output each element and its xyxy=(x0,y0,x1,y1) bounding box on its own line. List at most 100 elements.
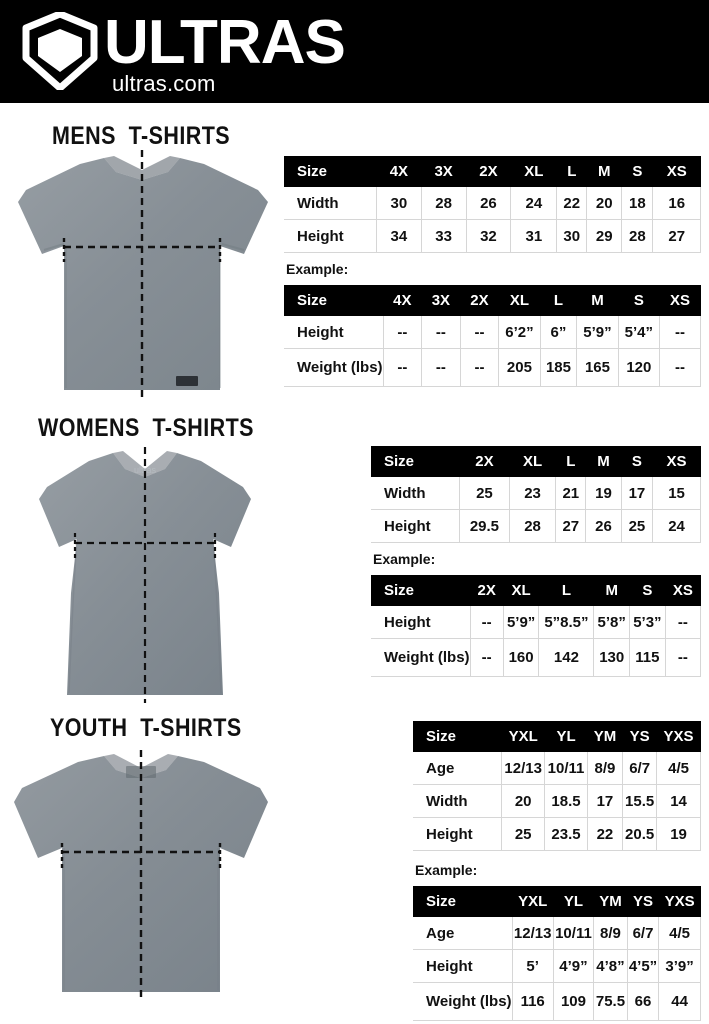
section-title-womens: WOMENS T-SHIRTS xyxy=(38,414,254,442)
cell: 5”8.5” xyxy=(538,605,595,639)
col-header: Size xyxy=(413,721,502,752)
row-label: Width xyxy=(413,784,502,818)
cell: 24 xyxy=(652,509,701,543)
table-row: Width 25 23 21 19 17 15 xyxy=(371,476,701,510)
row-label: Age xyxy=(413,916,513,950)
col-header: S xyxy=(621,156,654,187)
col-header: 2X xyxy=(469,575,504,606)
table-header-row: Size 2X XL L M S XS xyxy=(371,446,701,477)
cell: 17 xyxy=(620,476,654,510)
col-header: 2X xyxy=(459,446,510,477)
cell: 120 xyxy=(617,348,661,387)
col-header: M xyxy=(576,285,619,316)
col-header: YM xyxy=(586,721,624,752)
cell: 15 xyxy=(652,476,701,510)
cell: 109 xyxy=(552,982,595,1021)
row-label: Weight (lbs) xyxy=(413,982,513,1021)
col-header: Size xyxy=(284,156,377,187)
col-header: Size xyxy=(371,446,460,477)
col-header: YL xyxy=(544,721,588,752)
cell: 20 xyxy=(586,186,623,220)
cell: 27 xyxy=(652,219,701,253)
cell: 8/9 xyxy=(586,751,624,785)
cell: 5’ xyxy=(511,949,554,983)
mens-size-table: Size 4X 3X 2X XL L M S XS Width 30 28 26… xyxy=(284,156,701,253)
col-header: S xyxy=(629,575,666,606)
cell: -- xyxy=(382,348,423,387)
cell: -- xyxy=(382,315,423,349)
cell: 26 xyxy=(465,186,512,220)
example-label-womens: Example: xyxy=(373,551,436,567)
cell: 5’4” xyxy=(617,315,661,349)
cell: 24 xyxy=(510,186,558,220)
cell: 18.5 xyxy=(544,784,588,818)
mens-example-table: Size 4X 3X 2X XL L M S XS Height -- -- -… xyxy=(284,285,701,387)
cell: 19 xyxy=(585,476,622,510)
table-row: Height -- 5’9” 5”8.5” 5’8” 5’3” -- xyxy=(371,605,702,639)
example-label-mens: Example: xyxy=(286,261,349,277)
cell: 4/5 xyxy=(658,916,701,950)
cell: 30 xyxy=(376,186,422,220)
cell: 6” xyxy=(539,315,578,349)
cell: 25 xyxy=(620,509,654,543)
col-header: XL xyxy=(508,446,557,477)
col-header: 4X xyxy=(376,156,422,187)
cell: 75.5 xyxy=(593,982,628,1021)
cell: 6’2” xyxy=(498,315,541,349)
col-header: S xyxy=(617,285,661,316)
brand-url: ultras.com xyxy=(112,71,216,96)
cell: 30 xyxy=(556,219,588,253)
cell: 5’3” xyxy=(629,605,666,639)
cell: 29.5 xyxy=(459,509,510,543)
col-header: M xyxy=(586,156,623,187)
cell: 4’8” xyxy=(593,949,628,983)
col-header: Size xyxy=(284,285,384,316)
table-row: Height 29.5 28 27 26 25 24 xyxy=(371,509,701,543)
col-header: YS xyxy=(622,721,658,752)
col-header: YXS xyxy=(656,721,701,752)
cell: -- xyxy=(659,348,701,387)
col-header: 3X xyxy=(421,285,461,316)
row-label: Width xyxy=(284,186,377,220)
cell: 18 xyxy=(621,186,654,220)
cell: 28 xyxy=(621,219,654,253)
col-header: 4X xyxy=(382,285,423,316)
cell: 5’9” xyxy=(576,315,619,349)
col-header: Size xyxy=(413,886,513,917)
cell: 25 xyxy=(500,817,546,851)
cell: 5’9” xyxy=(502,605,540,639)
cell: 20.5 xyxy=(622,817,658,851)
cell: 32 xyxy=(465,219,512,253)
col-header: XL xyxy=(498,285,541,316)
col-header: YL xyxy=(552,886,595,917)
cell: 29 xyxy=(586,219,623,253)
table-row: Weight (lbs) 116 109 75.5 66 44 xyxy=(413,982,701,1021)
col-header: XL xyxy=(502,575,540,606)
table-row: Weight (lbs) -- -- -- 205 185 165 120 -- xyxy=(284,348,701,387)
cell: 28 xyxy=(420,186,467,220)
cell: 116 xyxy=(511,982,554,1021)
cell: 20 xyxy=(500,784,546,818)
col-header: YXL xyxy=(500,721,546,752)
table-row: Weight (lbs) -- 160 142 130 115 -- xyxy=(371,638,702,677)
table-row: Width 30 28 26 24 22 20 18 16 xyxy=(284,186,701,220)
cell: 34 xyxy=(376,219,422,253)
col-header: XS xyxy=(652,446,701,477)
cell: 130 xyxy=(593,638,631,677)
col-header: YXL xyxy=(511,886,554,917)
page-header: ULTRAS ultras.com xyxy=(0,0,709,103)
row-label: Age xyxy=(413,751,502,785)
womens-tshirt-illustration: ultras xyxy=(25,443,265,705)
cell: 15.5 xyxy=(622,784,658,818)
cell: 4/5 xyxy=(656,751,701,785)
table-header-row: Size 4X 3X 2X XL L M S XS xyxy=(284,156,701,187)
cell: 6/7 xyxy=(626,916,660,950)
table-row: Age 12/13 10/11 8/9 6/7 4/5 xyxy=(413,916,701,950)
cell: 6/7 xyxy=(622,751,658,785)
row-label: Width xyxy=(371,476,460,510)
cell: -- xyxy=(469,638,504,677)
row-label: Weight (lbs) xyxy=(284,348,384,387)
cell: 10/11 xyxy=(552,916,595,950)
cell: 8/9 xyxy=(593,916,628,950)
